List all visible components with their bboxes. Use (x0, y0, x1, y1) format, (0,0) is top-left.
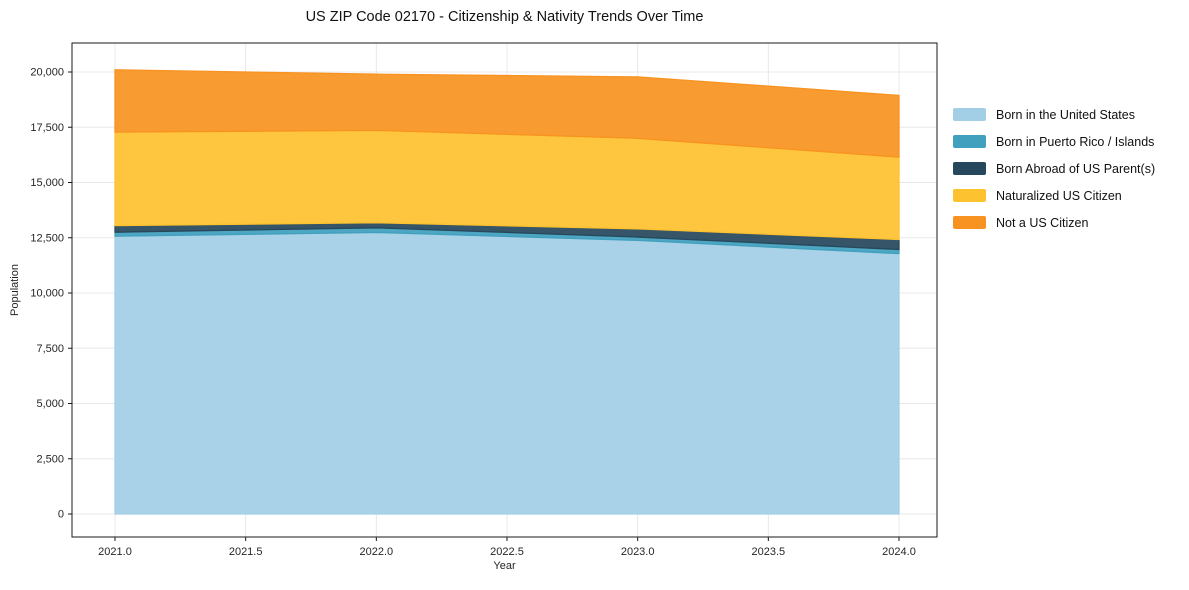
legend-item: Naturalized US Citizen (953, 182, 1155, 209)
legend-swatch (953, 216, 986, 229)
legend: Born in the United States Born in Puerto … (953, 101, 1155, 236)
legend-item: Born in the United States (953, 101, 1155, 128)
y-tick-label: 20,000 (30, 67, 64, 79)
x-tick-label: 2021.0 (98, 546, 132, 558)
legend-label: Born in the United States (996, 107, 1135, 122)
legend-label: Born Abroad of US Parent(s) (996, 161, 1156, 176)
legend-swatch (953, 108, 986, 121)
x-tick-label: 2022.0 (360, 546, 394, 558)
x-tick-label: 2023.0 (621, 546, 655, 558)
legend-label: Naturalized US Citizen (996, 188, 1122, 203)
x-tick-label: 2022.5 (490, 546, 524, 558)
x-tick-label: 2023.5 (752, 546, 786, 558)
legend-swatch (953, 135, 986, 148)
x-axis-label: Year (493, 560, 516, 572)
plot-frame (71, 42, 938, 538)
legend-label: Not a US Citizen (996, 215, 1089, 230)
x-tick-label: 2024.0 (882, 546, 916, 558)
axis-ticks (68, 71, 900, 541)
legend-swatch (953, 189, 986, 202)
y-tick-label: 15,000 (30, 177, 64, 189)
legend-swatch (953, 162, 986, 175)
area-not-a-us-citizen (114, 69, 900, 158)
area-born-in-the-united-states (114, 231, 900, 515)
y-tick-label: 2,500 (36, 453, 64, 465)
legend-item: Born in Puerto Rico / Islands (953, 128, 1155, 155)
y-tick-label: 12,500 (30, 232, 64, 244)
legend-label: Born in Puerto Rico / Islands (996, 134, 1155, 149)
y-tick-label: 7,500 (36, 343, 64, 355)
y-tick-label: 0 (58, 509, 64, 521)
legend-item: Not a US Citizen (953, 209, 1155, 236)
x-tick-label: 2021.5 (229, 546, 263, 558)
y-tick-label: 17,500 (30, 122, 64, 134)
chart-title: US ZIP Code 02170 - Citizenship & Nativi… (305, 9, 704, 25)
y-axis-label: Population (9, 264, 21, 316)
y-tick-label: 5,000 (36, 398, 64, 410)
legend-item: Born Abroad of US Parent(s) (953, 155, 1155, 182)
y-tick-label: 10,000 (30, 288, 64, 300)
